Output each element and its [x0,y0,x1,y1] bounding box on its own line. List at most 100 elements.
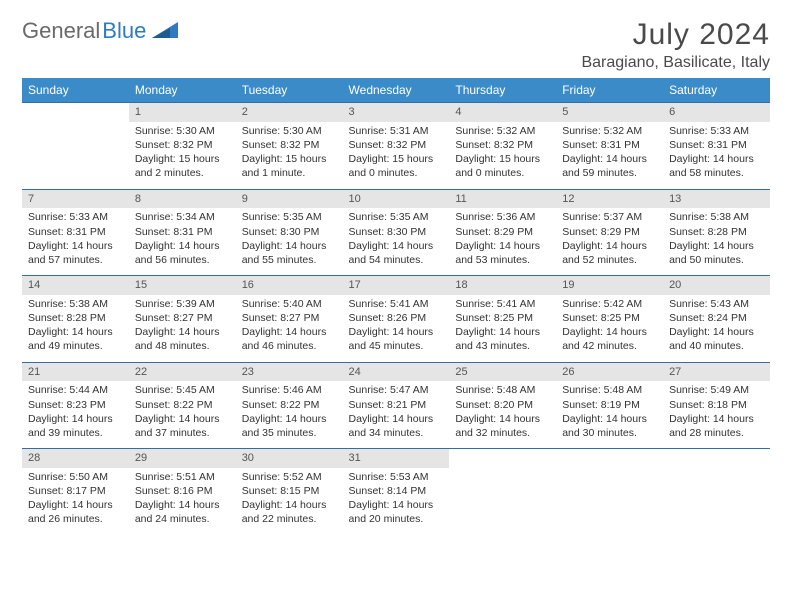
calendar-day-cell: 4Sunrise: 5:32 AMSunset: 8:32 PMDaylight… [449,103,556,190]
sunrise-text: Sunrise: 5:35 AM [242,210,337,224]
calendar-day-cell: 10Sunrise: 5:35 AMSunset: 8:30 PMDayligh… [343,189,450,276]
daylight-text: Daylight: 14 hours and 55 minutes. [242,239,337,267]
day-body: Sunrise: 5:35 AMSunset: 8:30 PMDaylight:… [236,208,343,275]
day-body: Sunrise: 5:39 AMSunset: 8:27 PMDaylight:… [129,295,236,362]
sunset-text: Sunset: 8:22 PM [135,398,230,412]
day-number: 1 [129,103,236,122]
sunrise-text: Sunrise: 5:41 AM [455,297,550,311]
daylight-text: Daylight: 14 hours and 35 minutes. [242,412,337,440]
sunset-text: Sunset: 8:25 PM [562,311,657,325]
sunset-text: Sunset: 8:28 PM [669,225,764,239]
daylight-text: Daylight: 14 hours and 28 minutes. [669,412,764,440]
daylight-text: Daylight: 14 hours and 42 minutes. [562,325,657,353]
sunset-text: Sunset: 8:28 PM [28,311,123,325]
day-number: 12 [556,190,663,209]
day-number: 31 [343,449,450,468]
day-body: Sunrise: 5:32 AMSunset: 8:31 PMDaylight:… [556,122,663,189]
brand-logo: GeneralBlue [22,18,178,44]
sunset-text: Sunset: 8:18 PM [669,398,764,412]
calendar-day-cell [22,103,129,190]
calendar-day-cell: 17Sunrise: 5:41 AMSunset: 8:26 PMDayligh… [343,276,450,363]
daylight-text: Daylight: 14 hours and 39 minutes. [28,412,123,440]
sunset-text: Sunset: 8:24 PM [669,311,764,325]
calendar-day-cell: 15Sunrise: 5:39 AMSunset: 8:27 PMDayligh… [129,276,236,363]
day-number: 8 [129,190,236,209]
day-body: Sunrise: 5:53 AMSunset: 8:14 PMDaylight:… [343,468,450,535]
day-number: 29 [129,449,236,468]
day-number: 24 [343,363,450,382]
daylight-text: Daylight: 15 hours and 0 minutes. [455,152,550,180]
daylight-text: Daylight: 14 hours and 56 minutes. [135,239,230,267]
calendar-day-cell: 23Sunrise: 5:46 AMSunset: 8:22 PMDayligh… [236,362,343,449]
calendar-day-cell: 16Sunrise: 5:40 AMSunset: 8:27 PMDayligh… [236,276,343,363]
day-number: 3 [343,103,450,122]
sunrise-text: Sunrise: 5:48 AM [562,383,657,397]
day-body: Sunrise: 5:45 AMSunset: 8:22 PMDaylight:… [129,381,236,448]
sunrise-text: Sunrise: 5:32 AM [455,124,550,138]
calendar-day-cell: 6Sunrise: 5:33 AMSunset: 8:31 PMDaylight… [663,103,770,190]
daylight-text: Daylight: 14 hours and 26 minutes. [28,498,123,526]
calendar-day-cell: 13Sunrise: 5:38 AMSunset: 8:28 PMDayligh… [663,189,770,276]
sunrise-text: Sunrise: 5:40 AM [242,297,337,311]
weekday-header-row: Sunday Monday Tuesday Wednesday Thursday… [22,78,770,103]
day-body: Sunrise: 5:38 AMSunset: 8:28 PMDaylight:… [663,208,770,275]
day-number: 17 [343,276,450,295]
day-number: 14 [22,276,129,295]
day-number: 6 [663,103,770,122]
calendar-week-row: 7Sunrise: 5:33 AMSunset: 8:31 PMDaylight… [22,189,770,276]
sunset-text: Sunset: 8:32 PM [242,138,337,152]
day-number: 9 [236,190,343,209]
day-number: 16 [236,276,343,295]
sunrise-text: Sunrise: 5:30 AM [135,124,230,138]
weekday-header: Saturday [663,78,770,103]
sunset-text: Sunset: 8:31 PM [669,138,764,152]
sunset-text: Sunset: 8:19 PM [562,398,657,412]
day-body: Sunrise: 5:47 AMSunset: 8:21 PMDaylight:… [343,381,450,448]
daylight-text: Daylight: 14 hours and 52 minutes. [562,239,657,267]
day-number: 21 [22,363,129,382]
sunset-text: Sunset: 8:17 PM [28,484,123,498]
day-body: Sunrise: 5:30 AMSunset: 8:32 PMDaylight:… [129,122,236,189]
sunrise-text: Sunrise: 5:44 AM [28,383,123,397]
weekday-header: Wednesday [343,78,450,103]
calendar-day-cell: 31Sunrise: 5:53 AMSunset: 8:14 PMDayligh… [343,449,450,535]
sunset-text: Sunset: 8:31 PM [135,225,230,239]
sunset-text: Sunset: 8:16 PM [135,484,230,498]
sunset-text: Sunset: 8:25 PM [455,311,550,325]
sunrise-text: Sunrise: 5:39 AM [135,297,230,311]
sunrise-text: Sunrise: 5:35 AM [349,210,444,224]
day-body: Sunrise: 5:44 AMSunset: 8:23 PMDaylight:… [22,381,129,448]
logo-triangle-icon [152,18,178,44]
calendar-day-cell: 27Sunrise: 5:49 AMSunset: 8:18 PMDayligh… [663,362,770,449]
day-body [663,453,770,463]
day-body: Sunrise: 5:46 AMSunset: 8:22 PMDaylight:… [236,381,343,448]
day-body: Sunrise: 5:30 AMSunset: 8:32 PMDaylight:… [236,122,343,189]
sunrise-text: Sunrise: 5:33 AM [669,124,764,138]
calendar-day-cell [449,449,556,535]
title-block: July 2024 Baragiano, Basilicate, Italy [581,18,770,72]
sunrise-text: Sunrise: 5:53 AM [349,470,444,484]
day-number: 27 [663,363,770,382]
header: GeneralBlue July 2024 Baragiano, Basilic… [22,18,770,72]
brand-part1: General [22,18,100,44]
calendar-day-cell: 9Sunrise: 5:35 AMSunset: 8:30 PMDaylight… [236,189,343,276]
sunrise-text: Sunrise: 5:52 AM [242,470,337,484]
sunset-text: Sunset: 8:30 PM [349,225,444,239]
calendar-day-cell: 26Sunrise: 5:48 AMSunset: 8:19 PMDayligh… [556,362,663,449]
calendar-week-row: 28Sunrise: 5:50 AMSunset: 8:17 PMDayligh… [22,449,770,535]
sunrise-text: Sunrise: 5:34 AM [135,210,230,224]
daylight-text: Daylight: 14 hours and 59 minutes. [562,152,657,180]
day-body: Sunrise: 5:50 AMSunset: 8:17 PMDaylight:… [22,468,129,535]
sunset-text: Sunset: 8:32 PM [455,138,550,152]
daylight-text: Daylight: 14 hours and 45 minutes. [349,325,444,353]
sunrise-text: Sunrise: 5:47 AM [349,383,444,397]
sunset-text: Sunset: 8:29 PM [562,225,657,239]
daylight-text: Daylight: 14 hours and 54 minutes. [349,239,444,267]
calendar-day-cell: 29Sunrise: 5:51 AMSunset: 8:16 PMDayligh… [129,449,236,535]
calendar-day-cell [556,449,663,535]
sunset-text: Sunset: 8:31 PM [562,138,657,152]
daylight-text: Daylight: 14 hours and 30 minutes. [562,412,657,440]
sunrise-text: Sunrise: 5:43 AM [669,297,764,311]
location-text: Baragiano, Basilicate, Italy [581,54,770,72]
calendar-day-cell: 3Sunrise: 5:31 AMSunset: 8:32 PMDaylight… [343,103,450,190]
